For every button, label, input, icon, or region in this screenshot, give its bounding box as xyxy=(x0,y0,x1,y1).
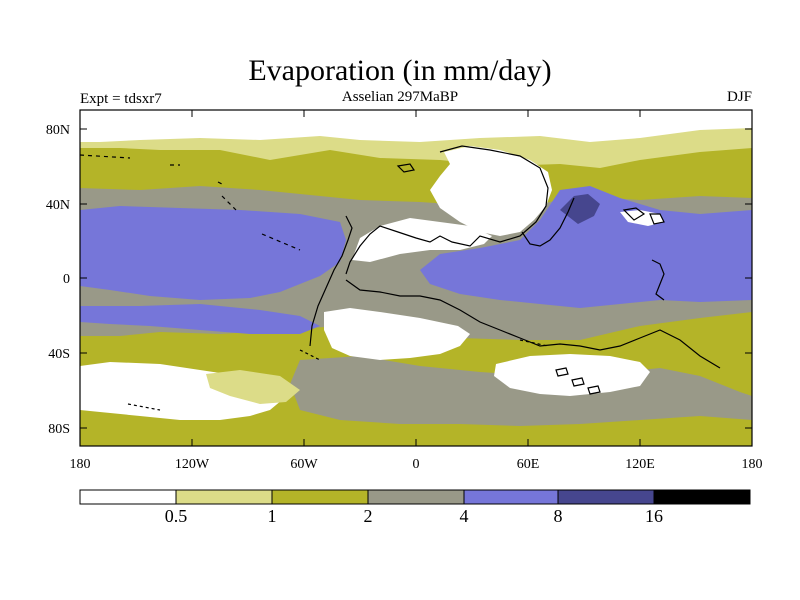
field-blue-band-west xyxy=(80,206,346,300)
colorbar-swatch-below-0.5 xyxy=(80,490,176,504)
field-blue-band-equator-west xyxy=(80,304,320,334)
field-darkblue-core xyxy=(560,194,600,224)
colorbar-label-8: 8 xyxy=(554,506,563,526)
lat-label-0: 0 xyxy=(63,272,70,287)
lat-label-80n: 80N xyxy=(46,123,70,138)
colorbar-swatch-0.5-1 xyxy=(176,490,272,504)
lat-label-40s: 40S xyxy=(48,347,70,362)
field-blue-band-east xyxy=(420,186,752,308)
colorbar-label-2: 2 xyxy=(364,506,373,526)
coastlines xyxy=(80,145,721,411)
lon-label-120e: 120E xyxy=(625,457,655,472)
lon-label-60w: 60W xyxy=(290,457,318,472)
map-title: Evaporation (in mm/day) xyxy=(248,54,552,87)
season-label: DJF xyxy=(726,89,752,105)
lon-label-60e: 60E xyxy=(517,457,540,472)
lon-label-0: 0 xyxy=(413,457,420,472)
field-white-antarctic-east xyxy=(494,354,650,396)
colorbar-label-4: 4 xyxy=(460,506,469,526)
lon-label-180e: 180 xyxy=(742,457,763,472)
field-light-south-fringe xyxy=(206,370,300,404)
coastline-far-west-dashes xyxy=(80,154,301,251)
coastline-south-dashes xyxy=(127,339,549,411)
lon-label-120w: 120W xyxy=(175,457,210,472)
colorbar-label-16: 16 xyxy=(645,506,663,526)
lat-ticks xyxy=(80,128,752,429)
lon-ticks xyxy=(191,110,641,446)
lon-label-180w: 180 xyxy=(70,457,91,472)
coastline-antarctic-islands xyxy=(555,367,601,395)
colorbar-label-1: 1 xyxy=(268,506,277,526)
coastline-pangea-north xyxy=(345,145,549,275)
field-white-north-continent xyxy=(430,146,552,236)
coastline-asia-islands xyxy=(622,207,665,225)
lat-label-80s: 80S xyxy=(48,422,70,437)
experiment-label: Expt = tdsxr7 xyxy=(80,91,162,107)
coastline-east-islands xyxy=(651,259,665,301)
field-white-south-interior xyxy=(324,308,470,360)
colorbar-swatch-2-4 xyxy=(368,490,464,504)
coastline-west-tethys xyxy=(309,215,353,347)
colorbar-swatch-8-16 xyxy=(558,490,654,504)
lat-label-40n: 40N xyxy=(46,198,70,213)
coastline-north-ridge xyxy=(521,197,575,247)
field-north-white-band xyxy=(80,110,752,142)
colorbar-swatch-4-8 xyxy=(464,490,558,504)
colorbar-label-0.5: 0.5 xyxy=(165,506,188,526)
colorbar-swatch-1-2 xyxy=(272,490,368,504)
coastline-north-island xyxy=(396,163,415,173)
map-field xyxy=(80,110,752,446)
colorbar-swatch-above-16 xyxy=(654,490,750,504)
colorbar xyxy=(79,489,751,505)
period-label: Asselian 297MaBP xyxy=(341,89,459,105)
coastline-pangea-south xyxy=(345,279,721,369)
